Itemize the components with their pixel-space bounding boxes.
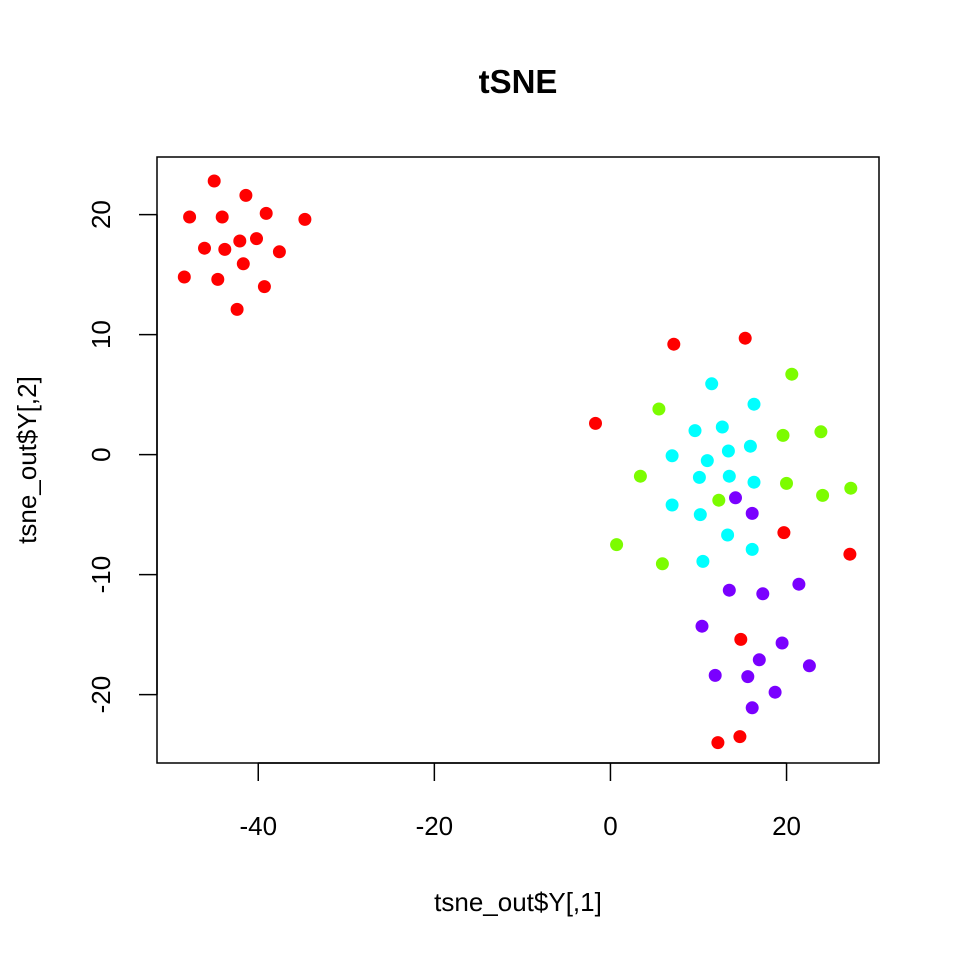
point-s2-6: [665, 449, 679, 463]
y-tick-label-1: -10: [86, 556, 116, 594]
x-tick-label-3: 20: [772, 811, 801, 841]
point-s3-5: [695, 619, 709, 633]
point-s0-10: [272, 245, 286, 259]
point-s0-4: [259, 206, 273, 220]
point-s3-10: [741, 670, 755, 684]
point-s2-10: [747, 475, 761, 489]
point-s2-15: [696, 554, 710, 568]
point-s1-7: [844, 481, 858, 495]
point-s3-11: [768, 685, 782, 699]
x-tick-label-0: -40: [239, 811, 277, 841]
point-s2-0: [705, 377, 719, 391]
point-s2-5: [743, 439, 757, 453]
point-s1-8: [712, 493, 726, 507]
point-s1-0: [785, 367, 799, 381]
plot-area-frame: [156, 156, 880, 764]
point-s0-21: [734, 632, 748, 646]
point-s0-5: [298, 212, 312, 226]
point-s3-7: [752, 653, 766, 667]
point-s1-9: [610, 538, 624, 552]
point-s0-19: [777, 526, 791, 540]
point-s0-6: [198, 241, 211, 255]
point-s2-8: [692, 470, 706, 484]
point-s2-3: [715, 420, 729, 434]
point-s3-4: [792, 577, 806, 591]
point-s3-2: [722, 583, 736, 597]
point-s1-1: [652, 402, 666, 416]
point-s1-3: [814, 425, 828, 439]
point-s3-1: [745, 506, 759, 520]
x-tick-label-2: 0: [603, 811, 617, 841]
point-s0-13: [211, 272, 225, 286]
point-s0-2: [183, 210, 197, 224]
point-s0-17: [738, 331, 752, 345]
data-points: [177, 174, 858, 750]
point-s1-4: [633, 469, 647, 483]
point-s2-11: [665, 498, 679, 512]
point-s0-22: [733, 730, 747, 744]
point-s3-0: [729, 491, 742, 505]
point-s0-3: [215, 210, 229, 224]
point-s0-16: [667, 337, 681, 351]
point-s3-6: [775, 636, 789, 650]
point-s0-12: [177, 270, 191, 284]
point-s0-20: [843, 547, 857, 561]
point-s2-13: [721, 528, 735, 542]
point-s0-18: [589, 416, 602, 430]
y-tick-label-2: 0: [86, 447, 116, 461]
point-s0-1: [239, 188, 253, 202]
point-s2-12: [693, 508, 707, 522]
point-s0-14: [257, 280, 271, 294]
point-s3-12: [745, 701, 759, 715]
point-s0-8: [233, 234, 247, 248]
y-axis: -20 -10 0 10 20: [86, 200, 158, 714]
point-s2-7: [700, 454, 714, 468]
y-tick-label-3: 10: [86, 320, 116, 349]
point-s2-4: [721, 444, 735, 458]
point-s1-5: [780, 476, 793, 490]
point-s0-7: [218, 242, 232, 256]
x-tick-label-1: -20: [416, 811, 454, 841]
point-s3-3: [756, 587, 770, 601]
point-s2-1: [747, 397, 761, 411]
point-s3-8: [802, 659, 816, 673]
point-s0-23: [711, 736, 725, 750]
point-s2-2: [688, 424, 702, 438]
point-s0-15: [230, 302, 244, 316]
point-s2-14: [745, 542, 759, 556]
x-axis: -40 -20 0 20: [239, 762, 801, 841]
chart-title: tSNE: [479, 63, 558, 100]
point-s0-0: [207, 174, 221, 188]
point-s1-6: [816, 488, 830, 502]
point-s3-9: [708, 668, 722, 682]
point-s1-2: [776, 428, 790, 442]
x-axis-label: tsne_out$Y[,1]: [434, 887, 602, 917]
point-s1-10: [655, 557, 669, 571]
y-tick-label-4: 20: [86, 200, 116, 229]
point-s2-9: [722, 469, 736, 483]
y-axis-label: tsne_out$Y[,2]: [12, 376, 42, 544]
point-s0-9: [250, 232, 263, 246]
y-tick-label-0: -20: [86, 676, 116, 714]
point-s0-11: [236, 257, 250, 271]
